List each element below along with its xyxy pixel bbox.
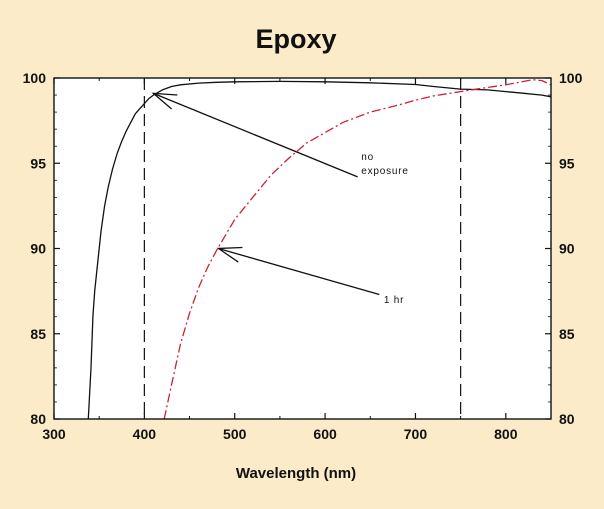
annotation-label: 1 hr: [384, 295, 404, 306]
y-tick-label: 85: [30, 326, 46, 342]
annotation-label: exposure: [361, 166, 409, 177]
x-tick-label: 800: [494, 426, 518, 442]
y-tick-label-right: 90: [559, 241, 575, 257]
y-tick-label: 100: [23, 70, 47, 86]
series-line-1hr: [163, 79, 552, 420]
x-tick-label: 500: [223, 426, 247, 442]
annotation-arrow-head: [216, 246, 243, 263]
y-tick-label-right: 80: [559, 411, 575, 427]
y-tick-label-right: 85: [559, 326, 575, 342]
x-tick-label: 300: [42, 426, 66, 442]
annotation-arrow-shaft: [218, 247, 380, 296]
annotation-arrow-head: [151, 92, 178, 110]
plot-area: 300 400 500 600 700 800 80 85 90 95 100 80 85 90 95 100…: [23, 70, 583, 442]
x-tick-label: 400: [133, 426, 157, 442]
y-tick-label: 90: [30, 241, 46, 257]
plot-background: [54, 78, 551, 419]
y-tick-label: 95: [30, 155, 46, 171]
x-axis-label: Wavelength (nm): [236, 465, 356, 482]
y-tick-label-right: 100: [559, 70, 583, 86]
y-tick-label-right: 95: [559, 155, 575, 171]
annotation-arrow-shaft: [153, 92, 358, 178]
plot-frame: [53, 77, 552, 420]
annotation-label: no: [361, 152, 374, 163]
chart-title: Epoxy: [255, 24, 336, 54]
y-tick-label: 80: [30, 411, 46, 427]
x-tick-label: 700: [404, 426, 428, 442]
x-tick-label: 600: [313, 426, 337, 442]
series-line-no-exposure: [87, 80, 552, 420]
